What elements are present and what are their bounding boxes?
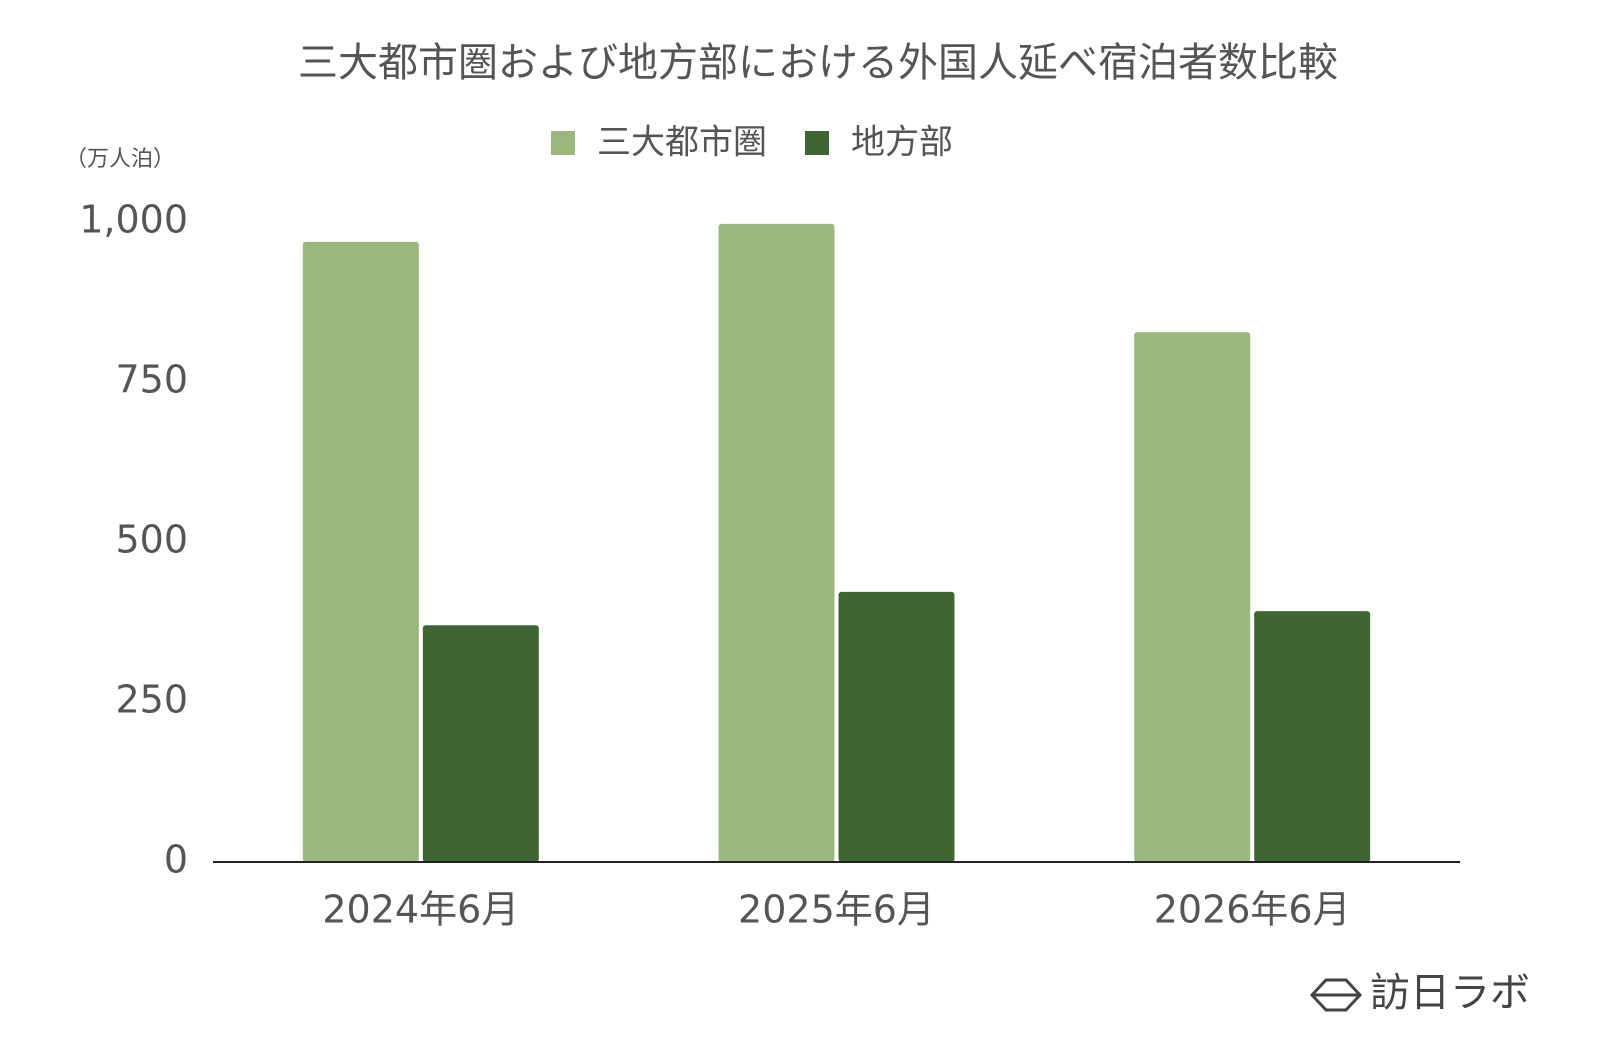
logo-icon — [1309, 978, 1363, 1012]
bar — [838, 591, 955, 862]
y-tick-label: 1,000 — [79, 198, 188, 242]
y-axis-label: （万人泊） — [65, 147, 175, 172]
legend-label: 三大都市圏 — [597, 123, 767, 163]
y-tick-label: 250 — [115, 678, 188, 722]
y-tick-label: 0 — [164, 838, 188, 882]
bar — [1134, 332, 1251, 863]
legend-swatch — [805, 131, 829, 155]
legend-swatch — [551, 131, 575, 155]
bar — [302, 241, 419, 863]
legend-label: 地方部 — [851, 123, 953, 163]
bar — [1254, 611, 1371, 862]
bar — [718, 223, 835, 863]
y-tick-label: 500 — [115, 518, 188, 562]
x-tick-label: 2026年6月 — [1154, 888, 1351, 932]
watermark: 訪日ラボ — [1309, 970, 1530, 1016]
source: 訪日ラボ — [1370, 970, 1530, 1016]
bar — [422, 625, 539, 862]
chart-title: 三大都市圏および地方部における外国人延べ宿泊者数比較 — [298, 40, 1338, 86]
x-tick-label: 2025年6月 — [738, 888, 935, 932]
y-tick-label: 750 — [115, 358, 188, 402]
x-tick-label: 2024年6月 — [322, 888, 519, 932]
